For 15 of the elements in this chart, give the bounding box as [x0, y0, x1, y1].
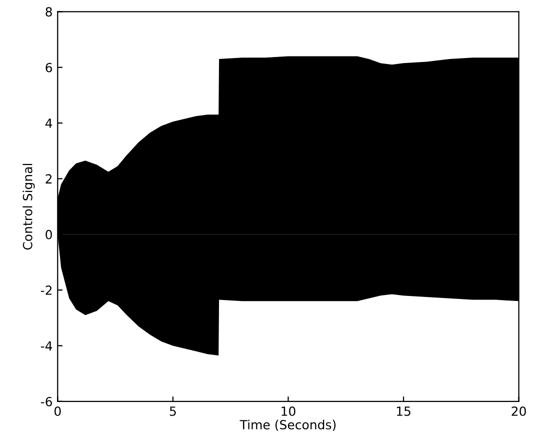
y-tick-label: 8	[46, 7, 52, 17]
y-tick-label: -6	[40, 396, 52, 406]
y-tick-label: 6	[46, 62, 52, 72]
x-tick-label: 5	[170, 406, 176, 416]
y-axis-title: Control Signal	[22, 164, 35, 250]
x-tick-label: 15	[396, 406, 410, 416]
y-tick-label: 4	[45, 118, 52, 128]
x-axis-title: Time (Seconds)	[240, 420, 336, 431]
y-tick-label: 0	[46, 230, 52, 240]
y-tick-label: -4	[40, 341, 52, 350]
y-tick-label: -2	[40, 286, 52, 295]
y-tick-label: 2	[46, 174, 52, 184]
x-tick-label: 0	[54, 406, 61, 416]
x-tick-label: 10	[282, 406, 296, 416]
x-tick-label: 20	[512, 406, 526, 416]
